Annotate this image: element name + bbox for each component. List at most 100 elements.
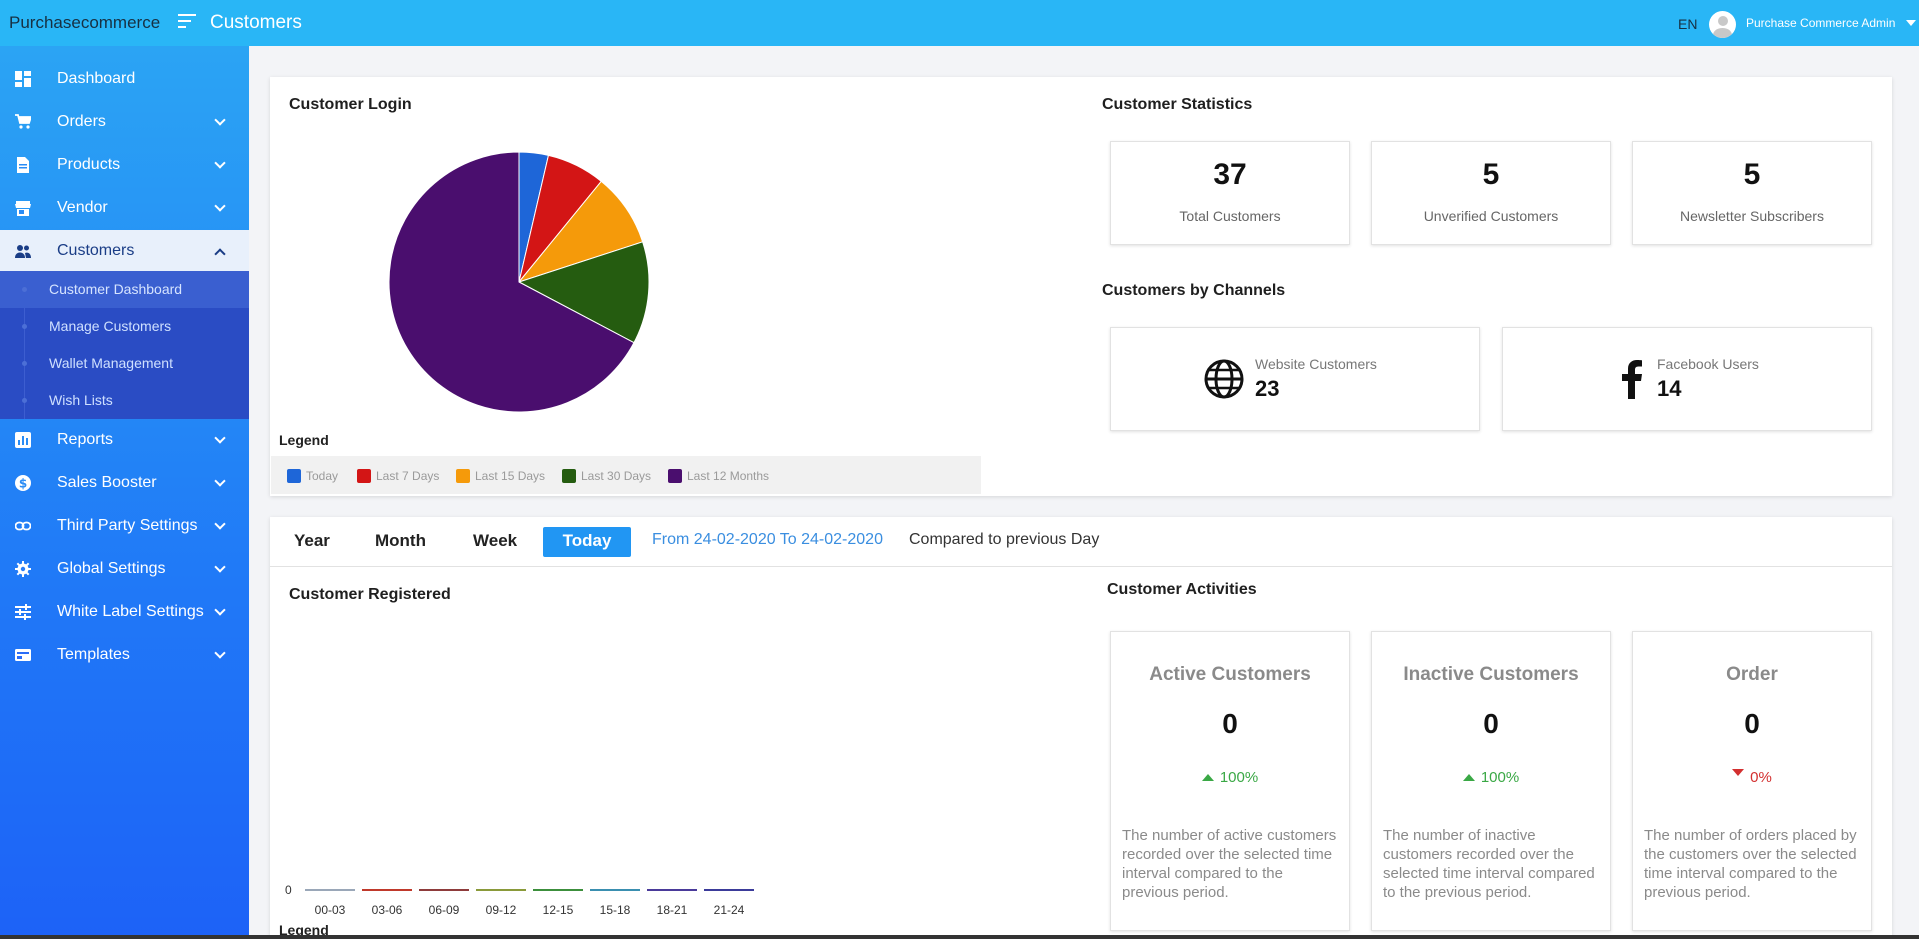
activity-card	[270, 517, 1892, 939]
activity-active-customers: Active Customers 0 100% The number of ac…	[1110, 631, 1350, 931]
date-range[interactable]: From 24-02-2020 To 24-02-2020	[652, 531, 883, 548]
sidebar-item-white-label-settings[interactable]: White Label Settings	[0, 591, 249, 634]
dashboard-icon	[15, 71, 31, 87]
stat-label: Unverified Customers	[1423, 208, 1559, 224]
bullet-icon	[22, 361, 27, 366]
x-tick-label: 12-15	[542, 903, 574, 917]
language-selector[interactable]: EN	[1678, 16, 1698, 32]
pie-slice-last-12-months[interactable]	[388, 151, 635, 413]
arrow-up-icon	[1201, 774, 1214, 781]
channel-label: Facebook Users	[1657, 356, 1759, 372]
legend-label: Last 7 Days	[376, 469, 440, 483]
sidebar-item-reports[interactable]: Reports	[0, 419, 249, 462]
tab-month[interactable]: Month	[375, 531, 426, 550]
store-icon	[15, 201, 31, 216]
bottom-border	[0, 935, 1919, 939]
legend-label: Today	[306, 469, 339, 483]
submenu-item-label: Wallet Management	[49, 355, 173, 371]
sidebar-item-third-party-settings[interactable]: Third Party Settings	[0, 505, 249, 548]
activity-change-value: 100%	[1480, 769, 1520, 786]
customer-login-title: Customer Login	[289, 96, 412, 113]
pie-slice-last-30-days[interactable]	[517, 241, 650, 344]
sidebar-item-label: Orders	[57, 113, 106, 130]
customers-submenu: Customer Dashboard Manage Customers Wall…	[0, 271, 249, 419]
chevron-down-icon	[214, 475, 226, 487]
sidebar-item-global-settings[interactable]: Global Settings	[0, 548, 249, 591]
bar-18-21[interactable]	[647, 889, 697, 891]
submenu-item-wallet-management[interactable]: Wallet Management	[0, 345, 249, 382]
x-tick-label: 06-09	[428, 903, 460, 917]
template-icon	[15, 649, 31, 661]
sidebar-item-label: Dashboard	[57, 70, 136, 87]
x-tick-label: 00-03	[314, 903, 346, 917]
x-tick-label: 03-06	[371, 903, 403, 917]
activity-change-value: 0%	[1750, 769, 1772, 786]
activity-title: Active Customers	[1149, 664, 1311, 685]
bullet-icon	[22, 324, 27, 329]
bar-15-18[interactable]	[590, 889, 640, 891]
tab-today[interactable]: Today	[543, 527, 631, 557]
tab-week[interactable]: Week	[473, 531, 518, 550]
sidebar-item-products[interactable]: Products	[0, 144, 249, 187]
channel-value: 14	[1657, 376, 1682, 401]
user-menu-caret-icon[interactable]	[1906, 20, 1916, 26]
x-tick-label: 21-24	[713, 903, 745, 917]
menu-toggle-icon[interactable]	[178, 14, 198, 32]
stat-label: Total Customers	[1179, 208, 1281, 224]
channel-facebook-users: Facebook Users 14	[1502, 327, 1872, 431]
activity-title: Inactive Customers	[1403, 664, 1579, 685]
brand-name[interactable]: Purchasecommerce	[9, 13, 161, 32]
page-title: Customers	[210, 12, 302, 33]
sidebar-item-templates[interactable]: Templates	[0, 634, 249, 677]
user-avatar-icon[interactable]	[1709, 11, 1736, 38]
bar-06-09[interactable]	[419, 889, 469, 891]
tab-year[interactable]: Year	[294, 531, 330, 550]
bullet-icon	[22, 398, 27, 403]
bar-21-24[interactable]	[704, 889, 754, 891]
svg-text:$: $	[19, 477, 27, 491]
sidebar-item-label: Global Settings	[57, 560, 166, 577]
activity-value: 0	[1222, 708, 1238, 739]
legend-label: Last 30 Days	[581, 469, 652, 483]
activity-description: The number of active customers recorded …	[1122, 827, 1337, 901]
people-icon	[15, 245, 31, 258]
sidebar-item-sales-booster[interactable]: $ Sales Booster	[0, 462, 249, 505]
sidebar-item-dashboard[interactable]: Dashboard	[0, 58, 249, 101]
submenu-item-customer-dashboard[interactable]: Customer Dashboard	[0, 271, 249, 308]
activity-order: Order 0 0% The number of orders placed b…	[1632, 631, 1872, 931]
sidebar: Dashboard Orders Products Vendor Custome…	[0, 46, 249, 939]
stat-newsletter-subscribers: 5 Newsletter Subscribers	[1632, 141, 1872, 245]
submenu-item-manage-customers[interactable]: Manage Customers	[0, 308, 249, 345]
facebook-icon	[1622, 360, 1642, 399]
globe-icon	[1204, 359, 1244, 399]
bar-chart-icon	[15, 432, 31, 448]
sidebar-item-customers[interactable]: Customers	[0, 230, 249, 273]
legend-swatch	[562, 469, 576, 483]
activity-value: 0	[1483, 708, 1499, 739]
activity-description: The number of inactive customers recorde…	[1383, 827, 1595, 901]
divider	[270, 566, 1892, 567]
bullet-icon	[22, 287, 27, 292]
channels-title: Customers by Channels	[1102, 282, 1286, 299]
user-name[interactable]: Purchase Commerce Admin	[1746, 16, 1896, 30]
x-tick-label: 09-12	[485, 903, 517, 917]
sidebar-item-vendor[interactable]: Vendor	[0, 187, 249, 230]
bar-12-15[interactable]	[533, 889, 583, 891]
bar-00-03[interactable]	[305, 889, 355, 891]
top-bar: Purchasecommerce Customers EN Purchase C…	[0, 0, 1919, 46]
activity-description: The number of orders placed by the custo…	[1644, 827, 1857, 901]
submenu-item-label: Wish Lists	[49, 392, 113, 408]
bar-03-06[interactable]	[362, 889, 412, 891]
customer-registered-title: Customer Registered	[289, 586, 451, 603]
bar-09-12[interactable]	[476, 889, 526, 891]
sidebar-item-label: Third Party Settings	[57, 517, 198, 534]
submenu-rail	[24, 271, 25, 419]
stat-value: 37	[1213, 158, 1247, 191]
submenu-item-wish-lists[interactable]: Wish Lists	[0, 382, 249, 419]
activity-change: 100%	[1372, 769, 1610, 786]
sidebar-item-orders[interactable]: Orders	[0, 101, 249, 144]
sidebar-item-label: Reports	[57, 431, 114, 448]
chevron-down-icon	[214, 200, 226, 212]
sliders-icon	[15, 604, 31, 620]
stat-unverified-customers: 5 Unverified Customers	[1371, 141, 1611, 245]
